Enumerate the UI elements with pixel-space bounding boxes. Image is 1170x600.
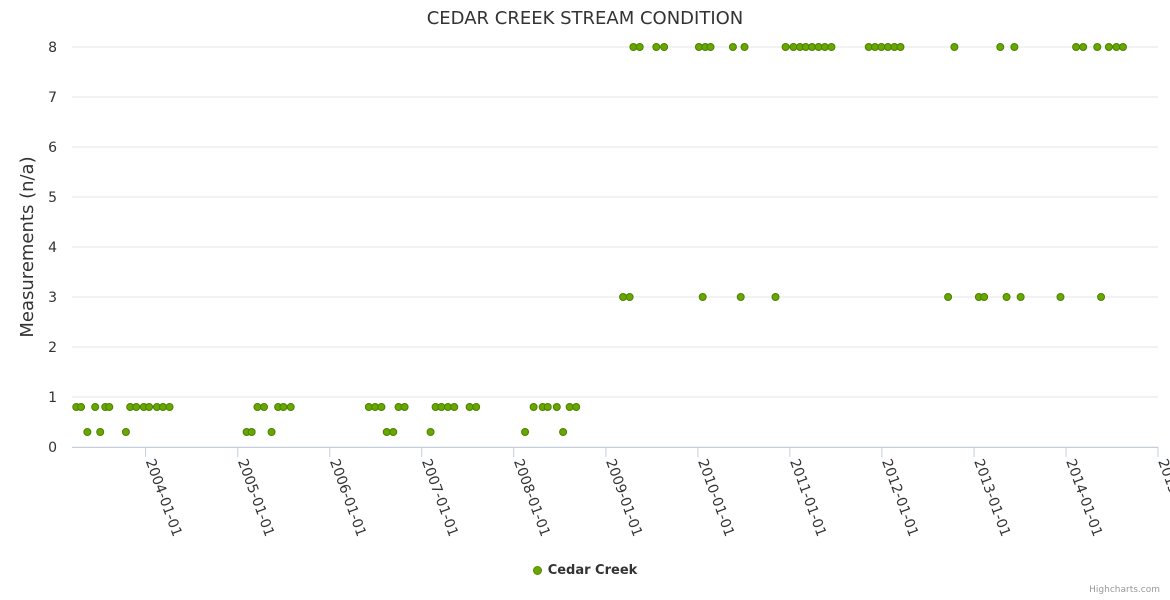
data-point[interactable]: [426, 428, 435, 436]
data-point[interactable]: [619, 293, 628, 301]
data-point[interactable]: [1118, 43, 1127, 51]
data-point[interactable]: [1072, 43, 1081, 51]
data-point[interactable]: [635, 43, 644, 51]
scatter-series[interactable]: [72, 43, 1127, 436]
data-point[interactable]: [1112, 43, 1121, 51]
data-point[interactable]: [736, 293, 745, 301]
data-point[interactable]: [660, 43, 669, 51]
data-point[interactable]: [253, 403, 262, 411]
data-point[interactable]: [944, 293, 953, 301]
x-tick-label: 2009-01-01: [602, 457, 645, 539]
y-tick-labels: 0 1 2 3 4 5 6 7 8: [48, 40, 57, 456]
data-point[interactable]: [105, 403, 114, 411]
legend: Cedar Creek: [0, 563, 1170, 579]
data-point[interactable]: [96, 428, 105, 436]
x-tick-labels: 2004-01-01 2005-01-01 2006-01-01 2007-01-01…: [142, 457, 1170, 539]
data-point[interactable]: [652, 43, 661, 51]
data-point[interactable]: [789, 43, 798, 51]
y-tick-label: 4: [48, 240, 57, 256]
data-point[interactable]: [267, 428, 276, 436]
legend-marker-icon: [532, 566, 542, 575]
data-point[interactable]: [559, 428, 568, 436]
data-point[interactable]: [572, 403, 581, 411]
data-point[interactable]: [247, 428, 256, 436]
data-point[interactable]: [465, 403, 474, 411]
gridlines: [72, 46, 1159, 457]
data-point[interactable]: [896, 43, 905, 51]
data-point[interactable]: [158, 403, 167, 411]
data-point[interactable]: [808, 43, 817, 51]
y-tick-label: 3: [48, 290, 57, 306]
x-tick-label: 2004-01-01: [142, 457, 185, 539]
data-point[interactable]: [472, 403, 481, 411]
data-point[interactable]: [565, 403, 574, 411]
data-point[interactable]: [625, 293, 634, 301]
data-point[interactable]: [543, 403, 552, 411]
data-point[interactable]: [728, 43, 737, 51]
y-tick-label: 2: [48, 340, 57, 356]
data-point[interactable]: [83, 428, 92, 436]
data-point[interactable]: [980, 293, 989, 301]
y-axis-label: Measurements (n/a): [17, 156, 38, 337]
y-tick-label: 8: [48, 40, 57, 56]
x-tick-label: 2006-01-01: [326, 457, 369, 539]
x-tick-label: 2012-01-01: [878, 457, 921, 539]
y-tick-label: 7: [48, 90, 57, 106]
credits-link[interactable]: Highcharts.com: [1089, 585, 1160, 595]
data-point[interactable]: [132, 403, 141, 411]
data-point[interactable]: [740, 43, 749, 51]
data-point[interactable]: [1104, 43, 1113, 51]
data-point[interactable]: [437, 403, 446, 411]
data-point[interactable]: [1016, 293, 1025, 301]
data-point[interactable]: [260, 403, 269, 411]
y-tick-label: 1: [48, 390, 57, 406]
data-point[interactable]: [389, 428, 398, 436]
data-point[interactable]: [91, 403, 100, 411]
y-tick-label: 5: [48, 190, 57, 206]
x-tick-label: 2008-01-01: [510, 457, 553, 539]
data-point[interactable]: [1056, 293, 1065, 301]
data-point[interactable]: [820, 43, 829, 51]
data-point[interactable]: [77, 403, 86, 411]
legend-label: Cedar Creek: [547, 563, 638, 578]
x-tick-label: 2010-01-01: [694, 457, 737, 539]
data-point[interactable]: [827, 43, 836, 51]
data-point[interactable]: [883, 43, 892, 51]
data-point[interactable]: [698, 293, 707, 301]
x-tick-label: 2011-01-01: [786, 457, 829, 539]
x-tick-label: 2007-01-01: [418, 457, 461, 539]
data-point[interactable]: [1010, 43, 1019, 51]
data-point[interactable]: [521, 428, 530, 436]
chart-title: CEDAR CREEK STREAM CONDITION: [427, 8, 744, 29]
data-point[interactable]: [279, 403, 288, 411]
data-point[interactable]: [996, 43, 1005, 51]
data-point[interactable]: [121, 428, 130, 436]
data-point[interactable]: [781, 43, 790, 51]
data-point[interactable]: [529, 403, 538, 411]
data-point[interactable]: [1079, 43, 1088, 51]
x-tick-label: 2014-01-01: [1062, 457, 1105, 539]
data-point[interactable]: [1002, 293, 1011, 301]
y-tick-label: 6: [48, 140, 57, 156]
data-point[interactable]: [400, 403, 409, 411]
data-point[interactable]: [552, 403, 561, 411]
data-point[interactable]: [145, 403, 154, 411]
data-point[interactable]: [1097, 293, 1106, 301]
data-point[interactable]: [877, 43, 886, 51]
data-point[interactable]: [165, 403, 174, 411]
y-tick-label: 0: [48, 440, 57, 456]
x-tick-label: 2015-01-01: [1154, 457, 1170, 539]
data-point[interactable]: [950, 43, 959, 51]
data-point[interactable]: [286, 403, 295, 411]
data-point[interactable]: [706, 43, 715, 51]
x-tick-label: 2013-01-01: [970, 457, 1013, 539]
legend-item-cedar-creek[interactable]: Cedar Creek: [532, 563, 638, 578]
data-point[interactable]: [771, 293, 780, 301]
data-point[interactable]: [1093, 43, 1102, 51]
data-point[interactable]: [382, 428, 391, 436]
data-point[interactable]: [377, 403, 386, 411]
x-tick-label: 2005-01-01: [234, 457, 277, 539]
data-point[interactable]: [450, 403, 459, 411]
